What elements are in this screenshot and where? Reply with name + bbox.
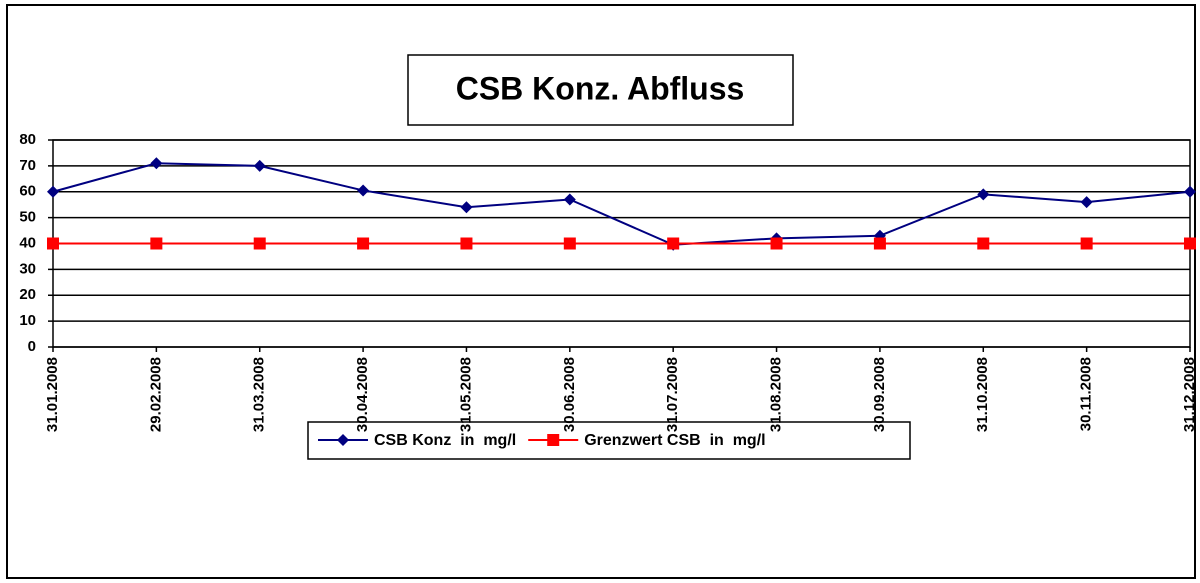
point [357,184,370,197]
x-tick-label: 29.02.2008 [147,357,164,432]
point [770,237,783,250]
y-tick-label: 70 [19,157,36,174]
legend-label: CSB Konz in mg/l [374,432,516,449]
point [47,185,59,198]
legend-box [307,421,911,460]
x-tick-label: 31.03.2008 [251,357,268,432]
x-tick-label: 31.05.2008 [457,357,474,432]
point [47,237,59,250]
point [977,188,990,201]
x-tick-label: 30.09.2008 [871,357,888,432]
point [357,237,370,250]
title-box [407,54,794,126]
point [563,237,576,250]
x-tick-label: 31.08.2008 [768,357,785,432]
y-tick-label: 10 [19,312,36,329]
point [337,434,349,446]
x-tick-label: 31.12.2008 [1181,357,1198,432]
point [667,237,680,250]
point [547,434,560,446]
point [1080,196,1093,209]
x-tick-label: 30.06.2008 [561,357,578,432]
y-tick-label: 80 [19,131,36,148]
point [150,237,163,250]
x-tick-label: 30.11.2008 [1078,357,1095,431]
point [563,193,576,206]
point [977,237,990,250]
point [1184,237,1196,250]
point [873,237,886,250]
chart-title: CSB Konz. Abfluss [456,70,745,106]
y-tick-label: 0 [28,338,36,355]
y-tick-label: 30 [19,260,36,277]
y-tick-label: 60 [19,183,36,200]
point [1080,237,1093,250]
x-tick-label: 30.04.2008 [354,357,371,432]
y-tick-label: 20 [19,286,36,303]
point [253,237,266,250]
y-tick-label: 40 [19,234,36,251]
y-tick-label: 50 [19,209,36,226]
marks [47,157,1196,251]
point [460,237,473,250]
series-line [52,162,1191,246]
x-tick-label: 31.10.2008 [974,357,991,432]
x-tick-label: 31.01.2008 [44,357,61,432]
point [253,159,266,172]
legend-label: Grenzwert CSB in mg/l [584,432,765,449]
x-tick-label: 31.07.2008 [664,357,681,432]
point [460,201,473,214]
point [1184,185,1196,198]
point [150,157,163,170]
